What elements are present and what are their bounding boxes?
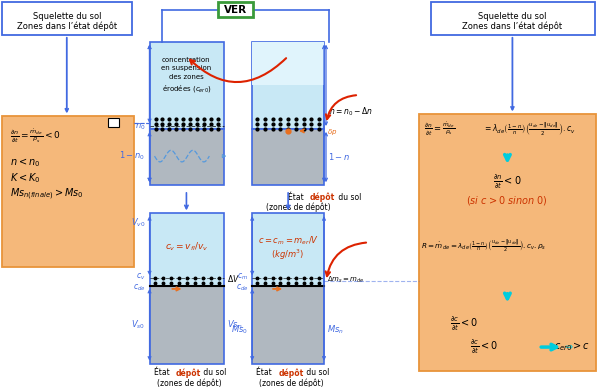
Text: $c_m$: $c_m$ (237, 271, 248, 282)
Text: VER: VER (224, 5, 247, 15)
Text: $1-n$: $1-n$ (328, 151, 350, 162)
Bar (150, 213, 224, 286)
Text: $c_{de}$: $c_{de}$ (133, 283, 145, 293)
Text: $(kg/m^3)$: $(kg/m^3)$ (272, 248, 305, 262)
Text: $\frac{\partial n}{\partial t} < 0$: $\frac{\partial n}{\partial t} < 0$ (493, 173, 522, 191)
Text: État: État (153, 368, 172, 377)
Text: $K < K_0$: $K < K_0$ (10, 171, 41, 185)
Bar (252, 213, 324, 286)
Text: État: État (256, 368, 274, 377)
Text: du sol: du sol (201, 368, 227, 377)
Bar (218, 2, 253, 17)
Text: (zones de dépôt): (zones de dépôt) (259, 378, 323, 387)
Bar (252, 129, 324, 185)
Text: dépôt: dépôt (175, 368, 201, 378)
Text: $c_{er0} > c$: $c_{er0} > c$ (554, 341, 591, 353)
Text: $V_{s0}$: $V_{s0}$ (132, 319, 145, 331)
Bar (431, 2, 595, 35)
Text: $Vs_n$: $Vs_n$ (227, 319, 243, 331)
Text: dépôt: dépôt (278, 368, 304, 378)
Text: $Ms_n$: $Ms_n$ (327, 324, 344, 336)
Text: $\frac{\partial c}{\partial t} < 0$: $\frac{\partial c}{\partial t} < 0$ (450, 315, 478, 332)
Text: $\delta p$: $\delta p$ (327, 127, 337, 137)
Text: dépôt: dépôt (310, 193, 335, 202)
Text: $n_0$: $n_0$ (135, 122, 145, 132)
Text: (zones de dépôt): (zones de dépôt) (157, 378, 222, 387)
Bar (2, 116, 133, 267)
Text: Squelette du sol: Squelette du sol (478, 12, 547, 21)
Text: $\frac{\partial n}{\partial t} = \frac{\dot{m}_{de}}{\rho_s}$: $\frac{\partial n}{\partial t} = \frac{\… (424, 120, 455, 138)
Bar (150, 42, 224, 129)
Text: du sol: du sol (336, 193, 361, 202)
Text: Zones dans l’état dépôt: Zones dans l’état dépôt (17, 21, 117, 31)
Text: $\frac{\partial n}{\partial t} = \frac{\dot{m}_{de}}{\rho_s} <0$: $\frac{\partial n}{\partial t} = \frac{\… (10, 127, 61, 145)
Text: $c_v = v_{fl}/v_v$: $c_v = v_{fl}/v_v$ (165, 241, 209, 253)
Text: $c_{de}$: $c_{de}$ (236, 283, 248, 293)
Text: $Ms_0$: $Ms_0$ (231, 324, 248, 336)
Text: $V_{v0}$: $V_{v0}$ (131, 217, 145, 229)
Text: $R = \dot{m}_{de} = \lambda_{de}\left(\frac{1-n}{n}\right)\left(\frac{u_{de} - \: $R = \dot{m}_{de} = \lambda_{de}\left(\f… (421, 239, 546, 254)
Text: Squelette du sol: Squelette du sol (32, 12, 101, 21)
Text: (zones de dépôt): (zones de dépôt) (266, 203, 331, 212)
Bar (419, 115, 596, 371)
Text: $\frac{\partial c}{\partial t} < 0$: $\frac{\partial c}{\partial t} < 0$ (469, 338, 498, 356)
Text: Zones dans l’état dépôt: Zones dans l’état dépôt (462, 21, 563, 31)
Text: $c = c_m = m_{er}/V$: $c = c_m = m_{er}/V$ (257, 234, 319, 247)
Bar (150, 129, 224, 185)
Text: $1-n_0$: $1-n_0$ (120, 150, 145, 162)
Text: $n < n_0$: $n < n_0$ (10, 156, 40, 169)
Bar (252, 42, 324, 129)
Bar (150, 286, 224, 363)
Text: $= \lambda_{de}\left(\frac{1-n}{n}\right)\left(\frac{u_{de} - \|u_{de}\|}{2}\rig: $= \lambda_{de}\left(\frac{1-n}{n}\right… (483, 120, 575, 138)
Text: $n=n_0-\Delta n$: $n=n_0-\Delta n$ (329, 105, 373, 118)
Text: $\Delta m_s = m_{de}$: $\Delta m_s = m_{de}$ (327, 275, 365, 285)
Text: $\Delta V$: $\Delta V$ (227, 273, 240, 284)
Bar (252, 286, 324, 363)
Text: $Ms_{n(finale)} > Ms_0$: $Ms_{n(finale)} > Ms_0$ (10, 186, 84, 202)
Text: $c_v$: $c_v$ (136, 271, 145, 282)
Text: État: État (288, 193, 307, 202)
Text: $(si\ c>0\ sinon\ 0)$: $(si\ c>0\ sinon\ 0)$ (466, 194, 548, 207)
Bar (108, 118, 118, 127)
Bar (2, 2, 132, 35)
Text: du sol: du sol (304, 368, 329, 377)
Text: concentration
en suspension
des zones
érodées $(c_{er0})$: concentration en suspension des zones ér… (161, 57, 212, 94)
Bar (252, 42, 324, 85)
Text: $\Rightarrow$: $\Rightarrow$ (563, 342, 575, 352)
